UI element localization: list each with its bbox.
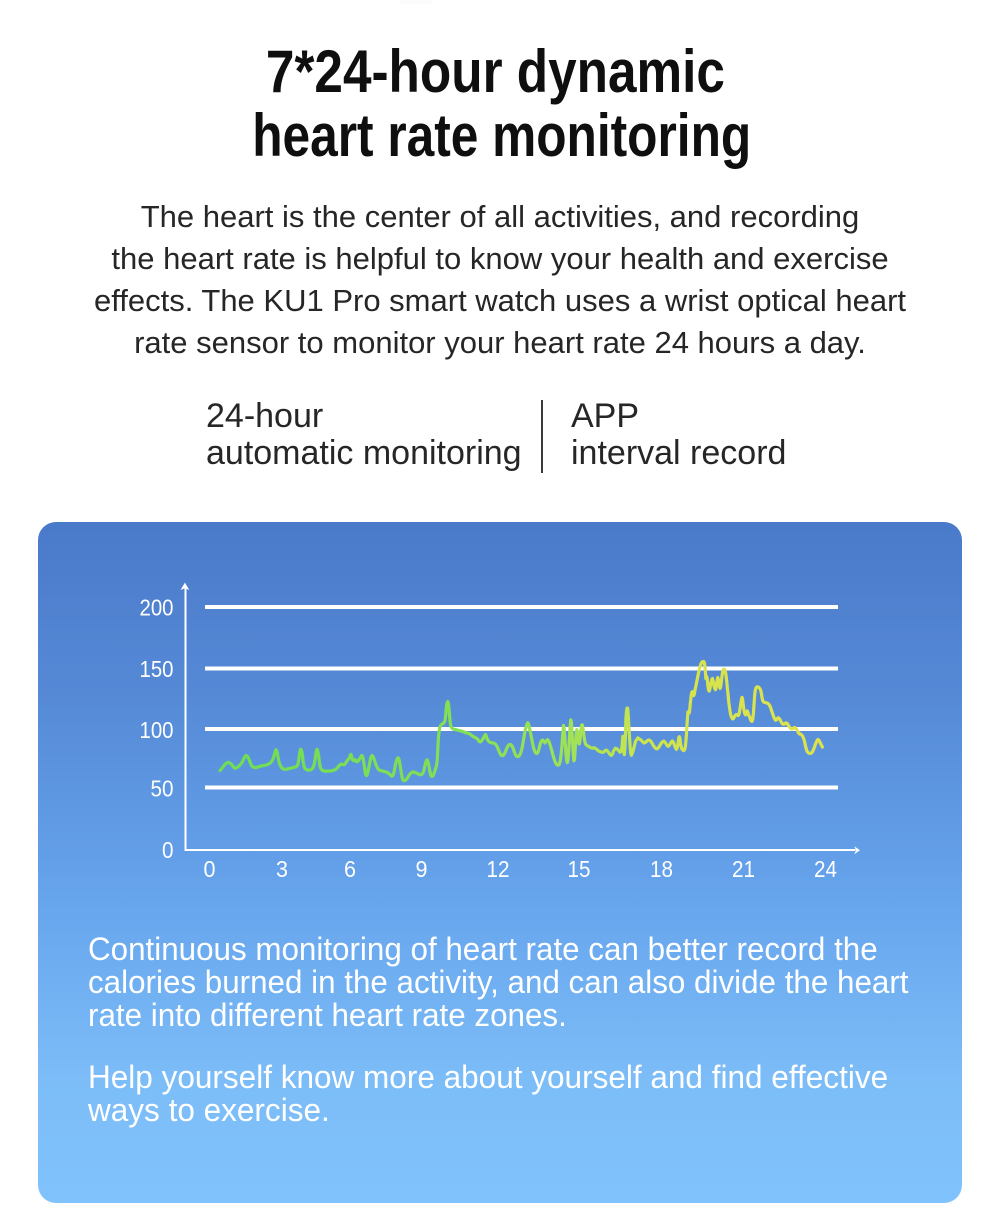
svg-text:9: 9 [416, 856, 428, 882]
svg-text:0: 0 [162, 837, 174, 863]
svg-text:150: 150 [140, 656, 174, 682]
svg-text:100: 100 [140, 717, 174, 743]
svg-text:50: 50 [151, 776, 174, 802]
svg-text:3: 3 [276, 856, 288, 882]
svg-text:12: 12 [487, 856, 510, 882]
svg-text:200: 200 [140, 595, 174, 621]
svg-text:18: 18 [650, 856, 673, 882]
svg-text:15: 15 [568, 856, 591, 882]
svg-text:24: 24 [814, 856, 837, 882]
svg-text:6: 6 [344, 856, 356, 882]
svg-text:21: 21 [732, 856, 755, 882]
svg-text:0: 0 [204, 856, 216, 882]
